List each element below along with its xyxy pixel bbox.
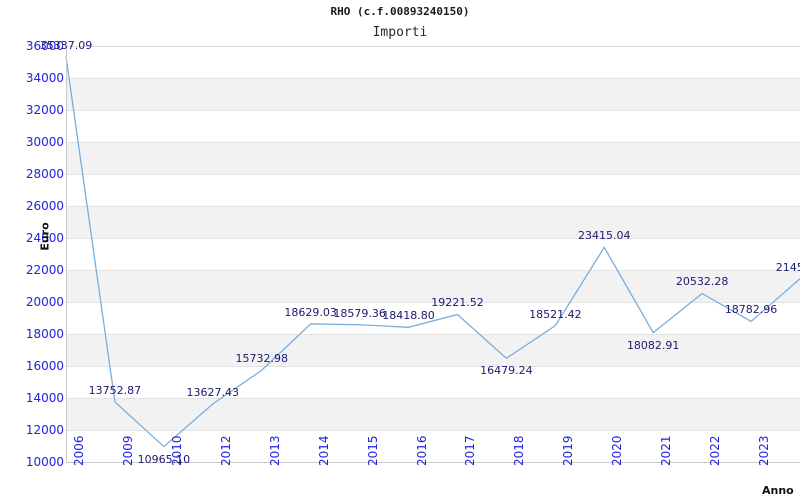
x-axis-tick-label: 2021 bbox=[659, 435, 674, 466]
y-axis-tick-label: 30000 bbox=[25, 135, 64, 149]
plot-area bbox=[65, 46, 800, 463]
data-line bbox=[65, 56, 800, 448]
data-point-label: 18579.36 bbox=[333, 306, 386, 320]
x-axis-title: Anno bbox=[762, 484, 794, 497]
y-axis-tick-label: 14000 bbox=[25, 391, 64, 405]
gridline bbox=[66, 430, 800, 431]
data-point-label: 18418.80 bbox=[382, 309, 435, 323]
x-axis-tick-label: 2015 bbox=[365, 435, 380, 466]
x-axis-tick-label: 2009 bbox=[120, 435, 135, 466]
x-axis-tick-label: 2016 bbox=[414, 435, 429, 466]
x-axis-tick-label: 2020 bbox=[610, 435, 625, 466]
data-point-label: 23415.04 bbox=[578, 229, 631, 243]
gridline bbox=[66, 174, 800, 175]
grid-band bbox=[66, 206, 800, 238]
x-axis-tick-label: 2022 bbox=[708, 435, 723, 466]
y-axis-tick-label: 20000 bbox=[25, 295, 64, 309]
y-axis-tick-label: 26000 bbox=[25, 199, 64, 213]
y-axis-tick-label: 22000 bbox=[25, 263, 64, 277]
x-axis-tick-label: 2023 bbox=[757, 435, 772, 466]
gridline bbox=[66, 238, 800, 239]
x-axis-tick-label: 2014 bbox=[316, 435, 331, 466]
gridline bbox=[66, 270, 800, 271]
gridline bbox=[66, 398, 800, 399]
grid-band bbox=[66, 142, 800, 174]
data-point-label: 10965.10 bbox=[137, 452, 191, 466]
gridline bbox=[66, 366, 800, 367]
data-point-label: 18082.91 bbox=[626, 338, 680, 352]
plot-top-border bbox=[66, 46, 800, 47]
x-axis-tick-label: 2006 bbox=[72, 435, 86, 466]
gridline bbox=[66, 334, 800, 335]
y-axis-tick-label: 10000 bbox=[25, 455, 64, 469]
y-axis-tick-label: 12000 bbox=[25, 423, 64, 437]
gridline bbox=[66, 206, 800, 207]
x-axis-tick-label: 2013 bbox=[267, 435, 282, 466]
data-point-label: 18782.96 bbox=[724, 303, 778, 317]
data-point-label: 16479.24 bbox=[480, 364, 533, 378]
gridline bbox=[66, 142, 800, 143]
data-point-label: 35337.09 bbox=[39, 38, 93, 52]
gridline bbox=[66, 302, 800, 303]
y-axis-tick-label: 24000 bbox=[25, 231, 64, 245]
data-point-label: 18521.42 bbox=[529, 307, 582, 321]
x-axis-line bbox=[66, 462, 800, 463]
y-axis-line bbox=[66, 46, 67, 462]
y-axis-tick-label: 18000 bbox=[25, 327, 64, 341]
x-axis-tick-label: 2018 bbox=[512, 435, 527, 466]
chart-subtitle: Importi bbox=[372, 25, 428, 40]
gridline bbox=[66, 78, 800, 79]
grid-band bbox=[66, 334, 800, 366]
data-point-label: 18629.03 bbox=[284, 305, 337, 319]
y-axis-title: Euro bbox=[38, 222, 52, 251]
y-axis-tick-label: 28000 bbox=[25, 167, 64, 181]
x-axis-tick-label: 2017 bbox=[463, 435, 478, 466]
data-point-label: 15732.98 bbox=[235, 352, 288, 366]
y-axis-tick-label: 16000 bbox=[25, 359, 64, 373]
x-axis-tick-label: 2019 bbox=[561, 435, 576, 466]
y-axis-tick-label: 32000 bbox=[25, 103, 64, 117]
grid-band bbox=[66, 78, 800, 110]
data-point-label: 21452. bbox=[775, 260, 800, 274]
y-axis-tick-label: 36000 bbox=[25, 39, 64, 53]
x-axis-tick-label: 2012 bbox=[218, 435, 233, 466]
series-line bbox=[65, 56, 800, 448]
grid-band bbox=[66, 270, 800, 302]
data-point-label: 20532.28 bbox=[675, 275, 729, 289]
gridline bbox=[66, 110, 800, 111]
chart-title: RHO (c.f.00893240150) bbox=[330, 5, 470, 18]
data-point-label: 13752.87 bbox=[88, 383, 142, 397]
y-axis-tick-label: 34000 bbox=[25, 71, 64, 85]
data-point-label: 19221.52 bbox=[431, 296, 484, 310]
data-point-label: 13627.43 bbox=[186, 385, 240, 399]
